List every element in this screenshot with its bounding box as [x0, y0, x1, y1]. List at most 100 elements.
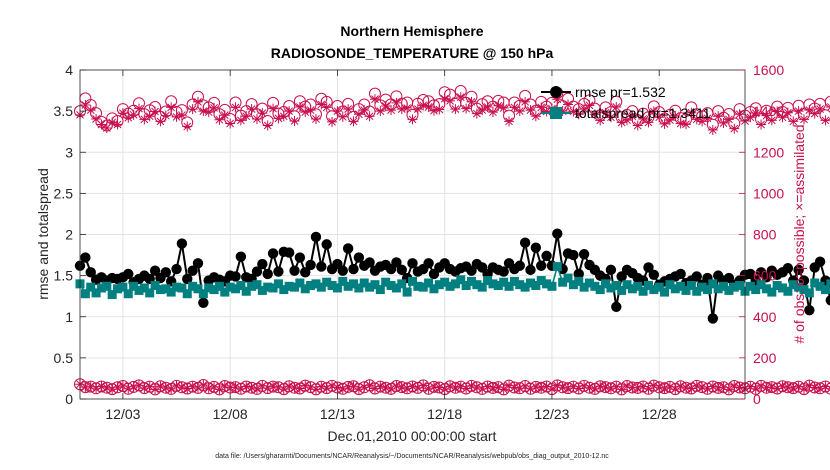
- totalspread-point: [778, 283, 788, 293]
- totalspread-point: [531, 280, 541, 290]
- rmse-point: [353, 252, 365, 263]
- totalspread-point: [386, 280, 396, 290]
- series-3: [75, 92, 830, 136]
- assimilated-obs-point: [294, 383, 305, 394]
- totalspread-point: [236, 280, 246, 290]
- assimilated-obs-point: [107, 117, 118, 128]
- assimilated-obs-point: [128, 381, 139, 392]
- totalspread-point: [150, 280, 160, 290]
- assimilated-obs-point: [723, 114, 734, 125]
- rmse-point: [605, 264, 617, 276]
- totalspread-point: [225, 282, 235, 292]
- assimilated-obs-point: [144, 111, 155, 122]
- assimilated-obs-point: [568, 381, 579, 392]
- assimilated-obs-point: [182, 383, 193, 394]
- totalspread-point: [343, 281, 353, 291]
- assimilated-obs-point: [364, 380, 375, 391]
- assimilated-obs-point: [380, 382, 391, 393]
- totalspread-point: [477, 282, 487, 292]
- totalspread-point: [332, 283, 342, 293]
- rmse-point: [396, 264, 407, 276]
- assimilated-obs-point: [707, 381, 718, 392]
- assimilated-obs-point: [182, 121, 193, 132]
- assimilated-obs-point: [241, 381, 252, 392]
- assimilated-obs-point: [230, 382, 241, 393]
- assimilated-obs-point: [144, 381, 155, 392]
- totalspread-point: [252, 280, 262, 290]
- totalspread-point: [547, 281, 557, 291]
- totalspread-point: [558, 277, 568, 287]
- totalspread-point: [257, 285, 267, 295]
- y-tick-label: 0: [65, 391, 73, 407]
- assimilated-obs-point: [310, 384, 321, 395]
- totalspread-point: [134, 285, 144, 295]
- rmse-point: [423, 258, 434, 269]
- assimilated-obs-point: [251, 113, 262, 124]
- rmse-point: [123, 268, 134, 280]
- assimilated-obs-point: [691, 114, 702, 125]
- totalspread-point: [483, 276, 493, 286]
- totalspread-point: [745, 281, 755, 291]
- rmse-point: [257, 258, 268, 270]
- assimilated-obs-point: [734, 382, 745, 393]
- totalspread-point: [418, 282, 428, 292]
- rmse-point: [251, 266, 263, 277]
- totalspread-point: [231, 284, 241, 294]
- totalspread-point: [129, 281, 139, 291]
- assimilated-obs-point: [192, 382, 203, 393]
- totalspread-point: [643, 280, 653, 290]
- totalspread-point: [327, 280, 337, 290]
- tick-marks: [80, 69, 745, 400]
- y-axis-label-right: # of obs: o=possible; ×=assimilated: [791, 124, 807, 343]
- assimilated-obs-point: [445, 381, 456, 392]
- totalspread-point: [729, 282, 739, 292]
- totalspread-point: [279, 285, 289, 295]
- assimilated-obs-point: [579, 104, 590, 115]
- assimilated-obs-point: [616, 117, 627, 128]
- assimilated-obs-point: [461, 103, 472, 114]
- assimilated-obs-point: [171, 111, 182, 122]
- totalspread-point: [284, 281, 294, 291]
- assimilated-obs-point: [375, 106, 386, 117]
- x-axis-label: Dec.01,2010 00:00:00 start: [328, 428, 497, 444]
- totalspread-point: [375, 285, 385, 295]
- rmse-point: [525, 264, 536, 276]
- assimilated-obs-point: [461, 383, 472, 394]
- assimilated-obs-point: [112, 382, 123, 393]
- rmse-point: [578, 249, 590, 260]
- assimilated-obs-point: [391, 97, 402, 108]
- assimilated-obs-point: [150, 106, 161, 117]
- assimilated-obs-point: [198, 106, 209, 117]
- rmse-point: [804, 304, 815, 316]
- rmse-point: [176, 238, 188, 249]
- totalspread-point: [123, 289, 133, 299]
- assimilated-obs-point: [133, 103, 144, 114]
- assimilated-obs-point: [209, 102, 220, 113]
- totalspread-point: [692, 286, 702, 296]
- possible-obs-point: [824, 95, 830, 108]
- rmse-point: [573, 268, 584, 280]
- totalspread-point: [783, 286, 793, 296]
- x-tick-label: 12/18: [427, 406, 462, 422]
- assimilated-obs-point: [364, 111, 375, 122]
- assimilated-obs-point: [525, 105, 536, 116]
- assimilated-obs-point: [262, 120, 273, 131]
- totalspread-point: [440, 277, 450, 287]
- totalspread-point: [520, 282, 530, 292]
- assimilated-obs-point: [509, 382, 520, 393]
- totalspread-point: [488, 279, 498, 289]
- totalspread-point: [627, 284, 637, 294]
- assimilated-obs-point: [584, 100, 595, 111]
- totalspread-point: [724, 285, 734, 295]
- assimilated-obs-point: [718, 118, 729, 129]
- assimilated-obs-point: [670, 111, 681, 122]
- totalspread-point: [424, 278, 434, 288]
- assimilated-obs-point: [257, 108, 268, 119]
- rmse-point: [530, 242, 542, 253]
- assimilated-obs-point: [702, 383, 713, 394]
- assimilated-obs-point: [439, 93, 450, 104]
- y-tick-label-right: 1200: [753, 144, 784, 160]
- assimilated-obs-point: [691, 380, 702, 391]
- assimilated-obs-point: [675, 118, 686, 129]
- assimilated-obs-point: [536, 102, 547, 113]
